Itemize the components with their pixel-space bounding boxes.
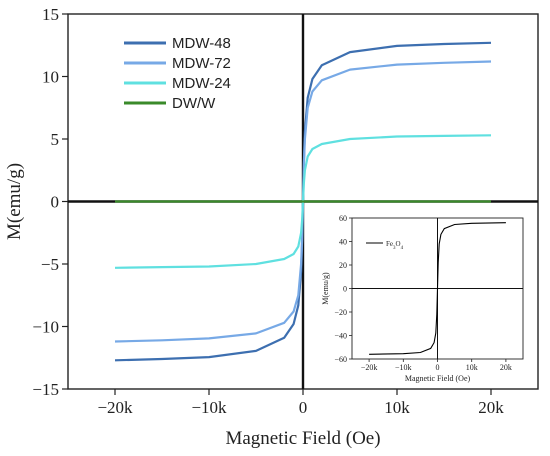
x-axis-title: Magnetic Field (Oe) (225, 428, 380, 449)
inset-x-axis-title: Magnetic Field (Oe) (405, 374, 471, 383)
y-tick-label: 0 (51, 193, 60, 212)
inset-y-tick-label: 60 (339, 214, 347, 223)
legend-label-dw-w: DW/W (172, 95, 216, 112)
y-tick-label: −5 (41, 255, 59, 274)
y-axis-title: M(emu/g) (4, 163, 25, 240)
y-tick-label: −10 (32, 318, 59, 337)
inset-y-tick-label: 40 (339, 238, 347, 247)
inset-y-tick-label: −60 (334, 355, 347, 364)
inset-y-tick-label: 20 (339, 261, 347, 270)
y-tick-label: −15 (32, 380, 59, 399)
legend-label-mdw-72: MDW-72 (172, 55, 231, 72)
legend-label-mdw-24: MDW-24 (172, 75, 231, 92)
inset-legend-label-fe3o4: Fe3O4 (386, 240, 404, 251)
x-tick-label: −10k (191, 398, 227, 417)
legend-label-mdw-48: MDW-48 (172, 35, 231, 52)
inset-x-tick-label: 20k (500, 363, 512, 372)
x-tick-label: 10k (384, 398, 410, 417)
inset-y-tick-label: 0 (343, 285, 347, 294)
inset-y-tick-label: −40 (334, 332, 347, 341)
inset-x-tick-label: −10k (395, 363, 412, 372)
inset-y-tick-label: −20 (334, 308, 347, 317)
inset-series-line-fe3o4 (369, 222, 506, 355)
x-tick-label: −20k (97, 398, 133, 417)
inset-background (312, 208, 534, 386)
main-legend: MDW-48 MDW-72 MDW-24 DW/W (124, 35, 231, 112)
main-series-lines (114, 41, 492, 362)
x-tick-label: 20k (478, 398, 504, 417)
y-tick-label: 5 (51, 130, 60, 149)
inset-x-tick-label: 10k (466, 363, 478, 372)
inset-x-tick-label: 0 (436, 363, 440, 372)
inset-y-axis-title: M(emu/g) (321, 272, 330, 305)
y-tick-label: 10 (42, 68, 59, 87)
x-tick-label: 0 (299, 398, 308, 417)
inset-chart: −20k −10k 0 10k 20k −60 −40 −20 0 20 40 60 Magnetic … (312, 208, 534, 386)
y-tick-label: 15 (42, 5, 59, 24)
inset-x-tick-label: −20k (361, 363, 378, 372)
